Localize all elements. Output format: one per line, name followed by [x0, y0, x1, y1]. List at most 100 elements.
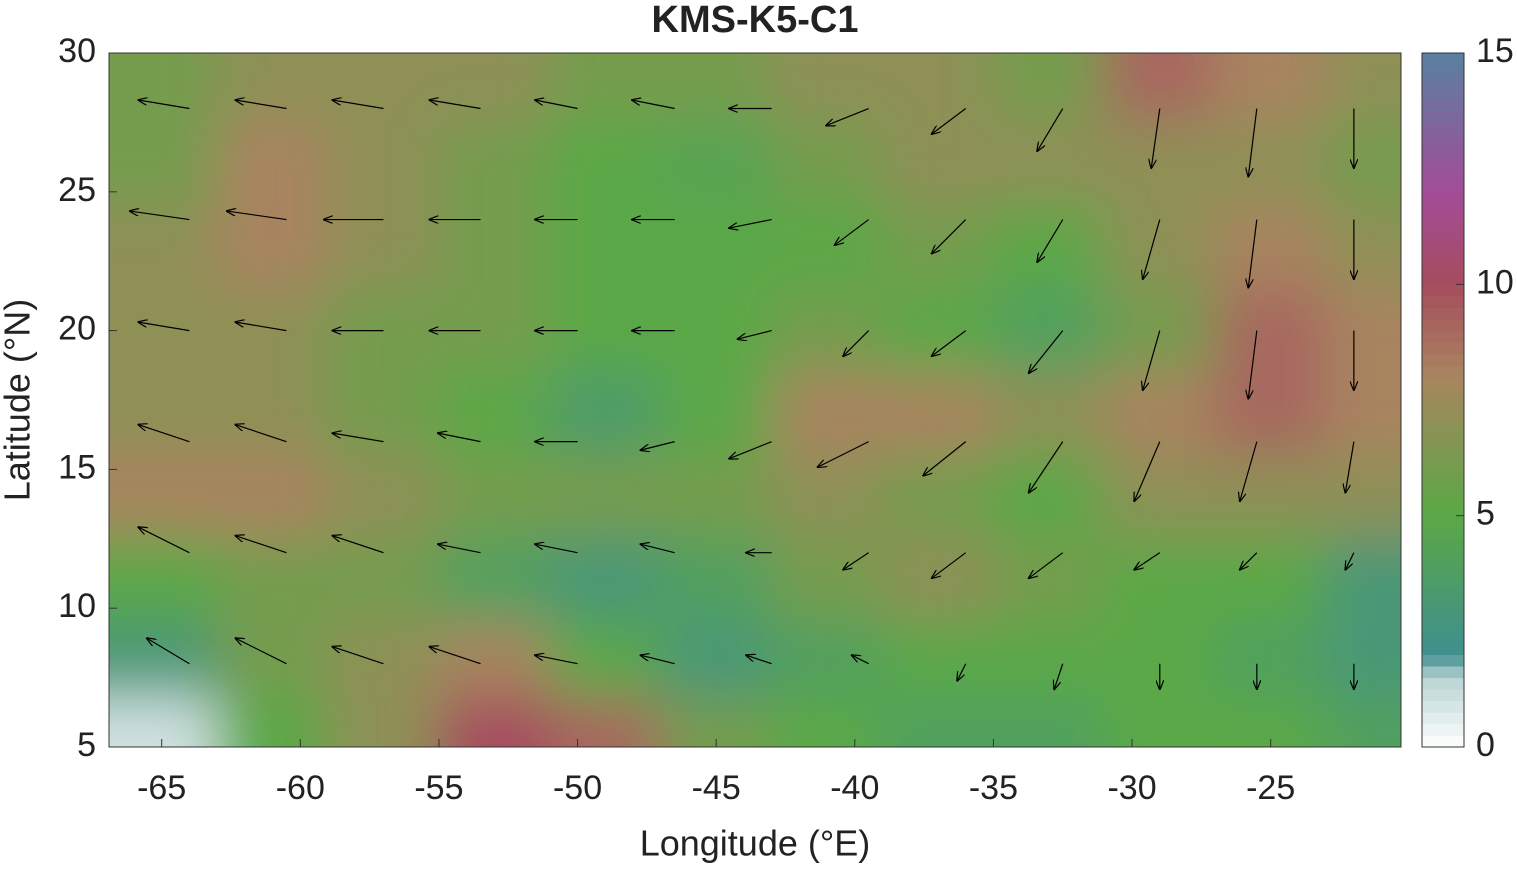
wind-arrow — [1143, 219, 1161, 280]
speed-cell — [770, 537, 884, 624]
colorbar-step — [1422, 388, 1464, 401]
chart-title: KMS-K5-C1 — [652, 0, 859, 41]
colorbar-step — [1422, 515, 1464, 528]
speed-cell — [109, 121, 219, 207]
speed-cell — [548, 204, 662, 290]
x-tick-label: -60 — [276, 769, 325, 807]
colorbar-step — [1422, 122, 1464, 135]
speed-cell — [1103, 454, 1217, 540]
speed-cell — [548, 371, 662, 457]
speed-cell — [1214, 121, 1328, 207]
speed-cell — [1325, 287, 1401, 374]
wind-arrow — [332, 100, 384, 110]
colorbar-step — [1422, 585, 1464, 598]
speed-cell — [659, 371, 773, 457]
speed-cell — [659, 204, 773, 290]
speed-cell — [109, 697, 219, 747]
wind-arrow — [1143, 330, 1161, 391]
speed-cell — [327, 204, 440, 290]
speed-cell — [881, 697, 995, 747]
wind-arrow — [1240, 441, 1258, 502]
colorbar-tick-label: 15 — [1476, 32, 1514, 70]
speed-cell — [216, 621, 330, 700]
speed-cell — [1325, 621, 1401, 700]
wind-arrow — [957, 663, 967, 681]
colorbar-step — [1422, 631, 1464, 644]
speed-cell — [881, 287, 995, 374]
colorbar-step — [1422, 550, 1464, 563]
colorbar-step — [1422, 457, 1464, 470]
wind-arrow — [1054, 663, 1064, 690]
speed-cell — [1214, 621, 1328, 700]
y-tick-label: 30 — [58, 32, 96, 70]
x-axis-label: Longitude (°E) — [640, 823, 871, 864]
colorbar-step — [1422, 284, 1464, 297]
colorbar-step — [1422, 157, 1464, 170]
wind-arrow — [332, 647, 384, 665]
speed-cell — [659, 287, 773, 374]
speed-cell — [1325, 454, 1401, 540]
speed-cell — [109, 537, 219, 624]
speed-cell — [216, 204, 330, 290]
speed-cell — [659, 53, 773, 124]
colorbar-tick-label: 5 — [1476, 495, 1495, 533]
wind-arrow — [227, 211, 287, 221]
speed-cell — [437, 621, 551, 700]
speed-cell — [659, 537, 773, 624]
wind-arrow — [843, 330, 870, 357]
speed-cell — [1214, 537, 1328, 624]
y-tick-label: 5 — [77, 726, 96, 764]
colorbar-step — [1422, 249, 1464, 262]
speed-cell — [216, 53, 330, 124]
speed-cell — [437, 371, 551, 457]
speed-cell — [659, 454, 773, 540]
colorbar-step — [1422, 238, 1464, 251]
wind-arrow — [932, 552, 967, 579]
colorbar — [1422, 53, 1464, 748]
wind-arrow — [1029, 330, 1064, 374]
x-tick-label: -65 — [137, 769, 186, 807]
speed-cell — [770, 697, 884, 747]
speed-cell — [109, 621, 219, 700]
colorbar-step — [1422, 53, 1464, 66]
speed-cell — [770, 53, 884, 124]
colorbar-step — [1422, 735, 1464, 748]
colorbar-step — [1422, 619, 1464, 632]
y-tick-label: 25 — [58, 171, 96, 209]
speed-cell — [1103, 371, 1217, 457]
x-tick-label: -40 — [830, 769, 879, 807]
wind-arrow — [826, 107, 869, 126]
wind-arrow — [147, 638, 190, 665]
colorbar-step — [1422, 353, 1464, 366]
speed-cell — [327, 121, 440, 207]
colorbar-step — [1422, 642, 1464, 655]
speed-cell — [992, 204, 1106, 290]
speed-cell — [1325, 697, 1401, 747]
speed-cell — [216, 371, 330, 457]
wind-arrow — [1240, 552, 1258, 570]
speed-cell — [1214, 697, 1328, 747]
wind-arrow — [1151, 108, 1161, 169]
speed-cell — [659, 697, 773, 747]
speed-cell — [216, 537, 330, 624]
wind-arrow — [235, 322, 287, 332]
x-tick-label: -25 — [1246, 769, 1295, 807]
speed-cell — [1325, 371, 1401, 457]
colorbar-step — [1422, 191, 1464, 204]
speed-cell — [1214, 454, 1328, 540]
speed-cell — [1103, 537, 1217, 624]
colorbar-step — [1422, 99, 1464, 112]
colorbar-step — [1422, 689, 1464, 702]
wind-arrow — [138, 100, 190, 110]
speed-cell — [992, 371, 1106, 457]
colorbar-step — [1422, 400, 1464, 413]
speed-cell — [327, 53, 440, 124]
wind-arrow — [1248, 330, 1258, 399]
speed-cell — [1103, 697, 1217, 747]
y-tick-label: 10 — [58, 587, 96, 625]
speed-cell — [437, 537, 551, 624]
wind-arrow — [235, 425, 287, 443]
wind-arrow — [430, 647, 481, 665]
speed-cell — [109, 287, 219, 374]
wind-arrow — [932, 330, 967, 357]
